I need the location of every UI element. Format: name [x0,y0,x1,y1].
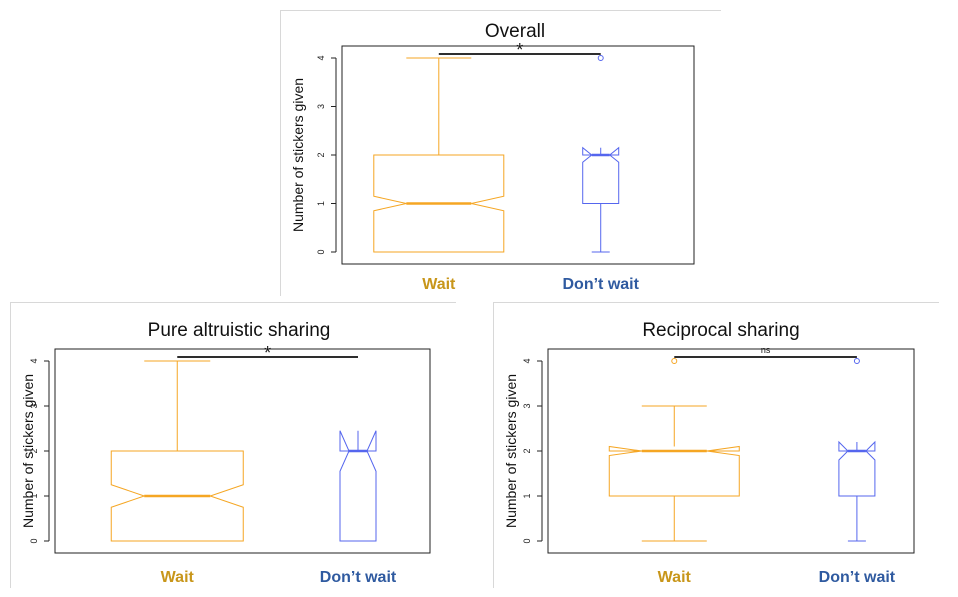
group-label-dont-wait: Don’t wait [563,276,640,293]
y-tick-label: 3 [29,403,39,408]
chart-pure-altruistic: Pure altruistic sharing Number of sticker… [20,320,431,586]
chart-title: Pure altruistic sharing [148,320,331,341]
y-tick-label: 1 [522,493,532,498]
box-dont-wait [582,146,620,204]
significance-label: * [264,343,271,363]
y-tick-label: 0 [29,538,39,543]
y-tick-label: 3 [316,104,326,109]
chart-reciprocal: Reciprocal sharing Number of stickers giv… [503,320,915,586]
outlier-point [853,358,860,364]
y-tick-label: 4 [29,358,39,363]
chart-panel-pure-altruistic: Pure altruistic sharing Number of sticker… [10,302,456,592]
y-axis-label: Number of stickers given [503,374,519,528]
box-wait [373,154,505,253]
chart-panel-reciprocal: Reciprocal sharing Number of stickers giv… [493,302,939,592]
y-tick-label: 0 [316,249,326,254]
box-dont-wait [838,440,876,497]
significance-label: * [516,40,523,60]
plot-frame [547,348,915,554]
group-label-wait: Wait [658,569,692,586]
y-tick-label: 2 [316,152,326,157]
group-label-dont-wait: Don’t wait [819,569,896,586]
y-tick-label: 0 [522,538,532,543]
chart-title: Reciprocal sharing [642,320,799,341]
y-tick-label: 3 [522,403,532,408]
y-tick-label: 2 [522,448,532,453]
box-wait [608,445,740,497]
plot-frame [341,45,695,265]
box-wait [110,450,244,542]
chart-panel-overall: Overall Number of stickers given 0 1 2 3 4 * Wai… [280,10,721,300]
group-label-wait: Wait [161,569,195,586]
y-tick-label: 4 [522,358,532,363]
y-tick-label: 1 [29,493,39,498]
y-axis-label: Number of stickers given [20,374,36,528]
plot-frame [54,348,431,554]
box-dont-wait [339,430,377,542]
group-label-dont-wait: Don’t wait [320,569,397,586]
outlier-point [597,55,604,61]
y-axis-label: Number of stickers given [290,78,306,232]
y-tick-label: 1 [316,201,326,206]
significance-label: ns [761,345,771,355]
y-tick-label: 4 [316,55,326,60]
group-label-wait: Wait [422,276,456,293]
chart-overall: Overall Number of stickers given 0 1 2 3 4 * Wai… [290,21,695,293]
chart-title: Overall [485,21,545,42]
y-tick-label: 2 [29,448,39,453]
outlier-point [671,358,678,364]
